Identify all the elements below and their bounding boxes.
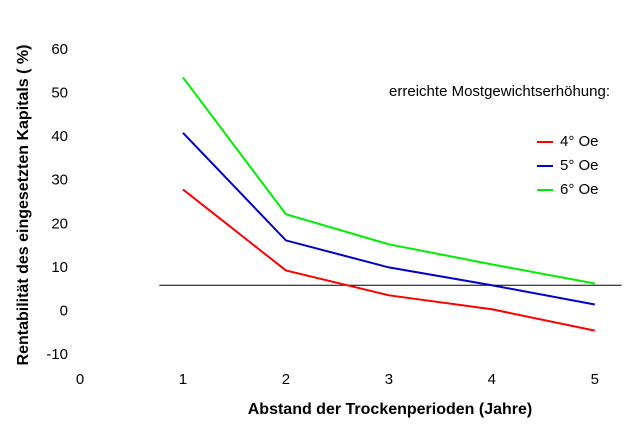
x-tick-label: 2 — [282, 371, 290, 388]
x-axis-label: Abstand der Trockenperioden (Jahre) — [248, 401, 533, 418]
x-tick-label: 4 — [488, 371, 496, 388]
y-tick-label: 10 — [51, 259, 68, 276]
series-line — [182, 132, 595, 306]
y-axis-label: Rentabilität des eingesetzten Kapitals (… — [15, 45, 32, 366]
x-tick-label: 0 — [76, 371, 84, 388]
series-line — [182, 76, 595, 285]
y-tick-label: -10 — [46, 346, 68, 363]
y-tick-label: 40 — [51, 128, 68, 145]
y-tick-label: 30 — [51, 172, 68, 189]
y-tick-label: 60 — [51, 41, 68, 58]
series-line — [182, 188, 596, 332]
y-tick-label: 50 — [51, 85, 68, 102]
legend-label: 6° Oe — [560, 181, 599, 198]
y-tick-label: 0 — [60, 302, 68, 319]
x-tick-label: 5 — [591, 371, 599, 388]
x-tick-label: 1 — [179, 371, 187, 388]
y-tick-label: 20 — [51, 215, 68, 232]
legend-label: 4° Oe — [560, 133, 599, 150]
x-tick-label: 3 — [385, 371, 393, 388]
legend-label: 5° Oe — [560, 157, 599, 174]
legend-title: erreichte Mostgewichtserhöhung: — [389, 83, 610, 100]
